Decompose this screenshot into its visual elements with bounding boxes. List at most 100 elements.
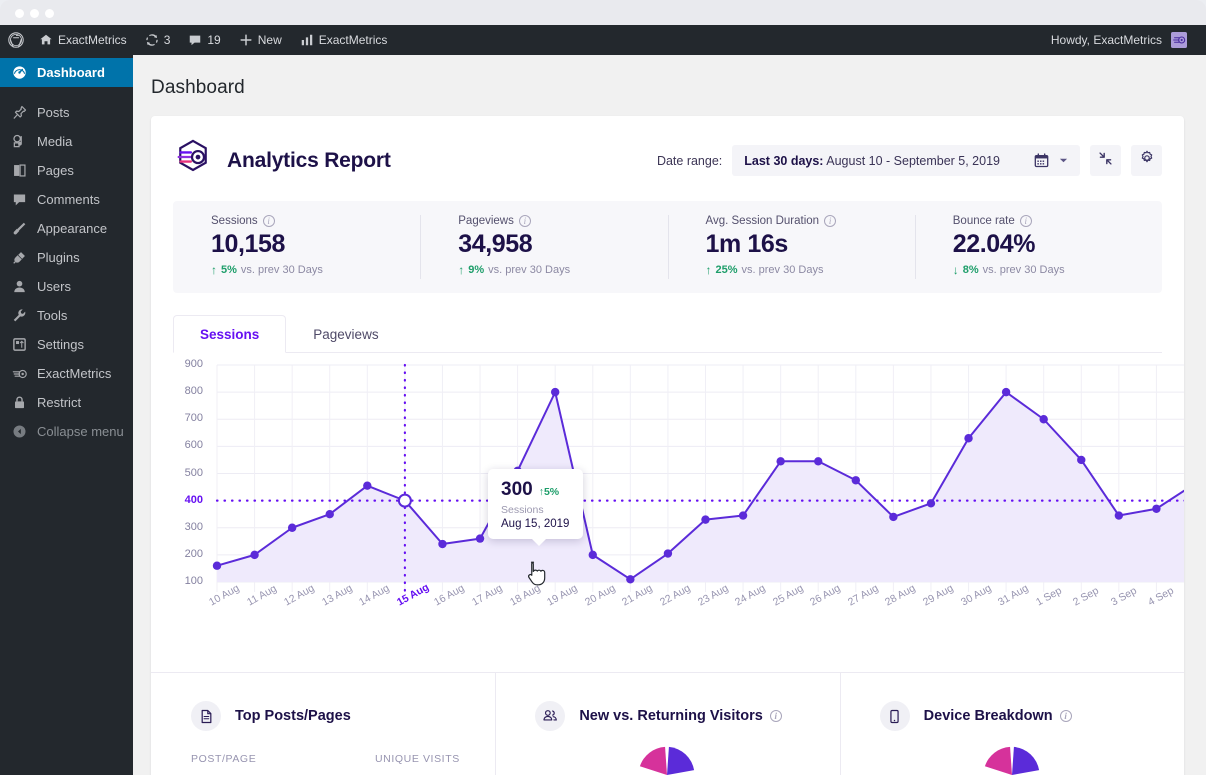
sidebar-item-tools[interactable]: Tools xyxy=(0,301,133,330)
updates-count: 3 xyxy=(163,33,171,47)
sidebar-separator xyxy=(0,87,133,98)
window-dot-maximize[interactable] xyxy=(45,9,54,18)
stat-delta-pct: 25% xyxy=(715,264,738,276)
tooltip-delta: ↑5% xyxy=(539,486,559,498)
sidebar-label: ExactMetrics xyxy=(37,366,112,381)
expand-report-button[interactable] xyxy=(1090,145,1121,176)
sidebar-label: Users xyxy=(37,279,71,294)
document-icon xyxy=(191,701,221,731)
stat-value: 22.04% xyxy=(952,230,1036,258)
y-tick-label: 700 xyxy=(184,412,203,425)
y-tick-label: 200 xyxy=(184,547,203,560)
info-icon[interactable]: i xyxy=(262,215,275,227)
info-icon[interactable]: i xyxy=(1059,710,1072,722)
stat-label: Sessions i xyxy=(211,215,420,227)
info-icon[interactable]: i xyxy=(518,215,531,227)
wp-admin-bar: ExactMetrics 3 19 New ExactMetrics xyxy=(0,25,1206,55)
sidebar-label: Pages xyxy=(37,163,74,178)
sidebar-item-users[interactable]: Users xyxy=(0,272,133,301)
chart-bars-icon xyxy=(300,33,314,47)
users-icon xyxy=(11,279,28,294)
howdy-account-button[interactable]: Howdy, ExactMetrics xyxy=(1042,25,1196,55)
sidebar-item-dashboard[interactable]: Dashboard xyxy=(0,58,133,87)
site-name-button[interactable]: ExactMetrics xyxy=(30,25,136,55)
stat-delta: ↓ 8% vs. prev 30 Days xyxy=(953,264,1162,276)
stat-card-pageviews: Pageviews i 34,958 ↑ 9% vs. prev 30 Days xyxy=(420,201,667,293)
sidebar-item-restrict[interactable]: Restrict xyxy=(0,388,133,417)
panel-device-breakdown: Device Breakdown i xyxy=(839,673,1184,775)
sidebar-item-pages[interactable]: Pages xyxy=(0,156,133,185)
sidebar-label: Settings xyxy=(37,337,84,352)
collapse-icon xyxy=(11,424,28,439)
report-header: Analytics Report Date range: Last 30 day… xyxy=(151,116,1184,201)
sidebar-item-media[interactable]: Media xyxy=(0,127,133,156)
chevron-down-icon[interactable] xyxy=(1059,156,1068,165)
window-dot-minimize[interactable] xyxy=(30,9,39,18)
pin-icon xyxy=(11,105,28,120)
trend-up-icon: ↑ xyxy=(705,263,712,277)
panel-new-vs-returning-visitors: New vs. Returning Visitors i xyxy=(495,673,839,775)
lock-icon xyxy=(11,395,28,410)
exactmetrics-icon xyxy=(11,366,28,382)
stat-delta-note: vs. prev 30 Days xyxy=(240,264,323,276)
daterange-value: August 10 - September 5, 2019 xyxy=(823,153,1000,168)
sidebar-label: Comments xyxy=(37,192,100,207)
tooltip-delta-pct: 5% xyxy=(543,486,560,498)
daterange-selector[interactable]: Last 30 days: August 10 - September 5, 2… xyxy=(732,145,1080,176)
stat-delta: ↑ 9% vs. prev 30 Days xyxy=(458,264,667,276)
window-dot-close[interactable] xyxy=(15,9,24,18)
sidebar-item-collapse-menu[interactable]: Collapse menu xyxy=(0,417,133,446)
trend-down-icon: ↓ xyxy=(952,263,959,277)
comments-button[interactable]: 19 xyxy=(179,25,229,55)
updates-button[interactable]: 3 xyxy=(136,25,180,55)
sidebar-item-appearance[interactable]: Appearance xyxy=(0,214,133,243)
panel-title: Device Breakdown i xyxy=(924,708,1072,724)
sidebar-item-plugins[interactable]: Plugins xyxy=(0,243,133,272)
exactmetrics-adminbar-button[interactable]: ExactMetrics xyxy=(291,25,397,55)
sidebar-item-settings[interactable]: Settings xyxy=(0,330,133,359)
stats-strip: Sessions i 10,158 ↑ 5% vs. prev 30 Days … xyxy=(173,201,1162,293)
info-icon[interactable]: i xyxy=(769,710,782,722)
stat-label-text: Bounce rate xyxy=(952,215,1015,227)
comments-count: 19 xyxy=(207,33,221,47)
stat-label-text: Pageviews xyxy=(458,215,514,227)
people-icon xyxy=(535,701,566,731)
report-settings-button[interactable] xyxy=(1131,145,1162,176)
settings-icon xyxy=(11,337,28,352)
collapse-arrows-icon xyxy=(1098,151,1113,171)
tooltip-date: Aug 15, 2019 xyxy=(501,518,570,530)
stat-delta: ↑ 25% vs. prev 30 Days xyxy=(706,264,915,276)
tab-sessions[interactable]: Sessions xyxy=(173,315,287,353)
stat-delta-pct: 9% xyxy=(468,264,485,276)
stat-value: 10,158 xyxy=(211,230,286,258)
mouse-cursor-pointer-icon xyxy=(526,561,548,592)
exactmetrics-adminbar-label: ExactMetrics xyxy=(318,33,388,47)
sidebar-item-exactmetrics[interactable]: ExactMetrics xyxy=(0,359,133,388)
sessions-chart[interactable]: 900 800 700 600 500 400 300 200 100 10 Aug 11 Aug… xyxy=(173,353,1184,658)
bottom-panels: Top Posts/Pages POST/PAGE UNIQUE VISITS … xyxy=(151,672,1184,775)
sidebar-label: Posts xyxy=(37,105,70,120)
stat-card-sessions: Sessions i 10,158 ↑ 5% vs. prev 30 Days xyxy=(173,201,420,293)
info-icon[interactable]: i xyxy=(1019,215,1032,227)
sidebar-item-posts[interactable]: Posts xyxy=(0,98,133,127)
trend-up-icon: ↑ xyxy=(538,486,544,498)
info-icon[interactable]: i xyxy=(824,215,837,227)
column-header-post-page: POST/PAGE xyxy=(191,753,257,765)
comments-icon xyxy=(11,192,28,207)
howdy-label: Howdy, ExactMetrics xyxy=(1050,33,1162,47)
sidebar-label: Dashboard xyxy=(37,65,105,80)
new-content-button[interactable]: New xyxy=(230,25,291,55)
pages-icon xyxy=(11,163,28,178)
panel-title: New vs. Returning Visitors i xyxy=(579,708,782,724)
chart-tabs: Sessions Pageviews xyxy=(173,315,1162,353)
stat-label: Avg. Session Duration i xyxy=(706,215,915,227)
y-tick-label: 100 xyxy=(184,575,203,587)
wordpress-logo-button[interactable] xyxy=(0,25,30,55)
sidebar-item-comments[interactable]: Comments xyxy=(0,185,133,214)
tooltip-value: 300 xyxy=(501,479,533,500)
plugins-icon xyxy=(11,250,28,265)
calendar-icon[interactable] xyxy=(1034,153,1049,168)
tools-icon xyxy=(11,308,28,323)
tab-pageviews[interactable]: Pageviews xyxy=(313,327,379,342)
daterange-label: Date range: xyxy=(656,153,723,168)
